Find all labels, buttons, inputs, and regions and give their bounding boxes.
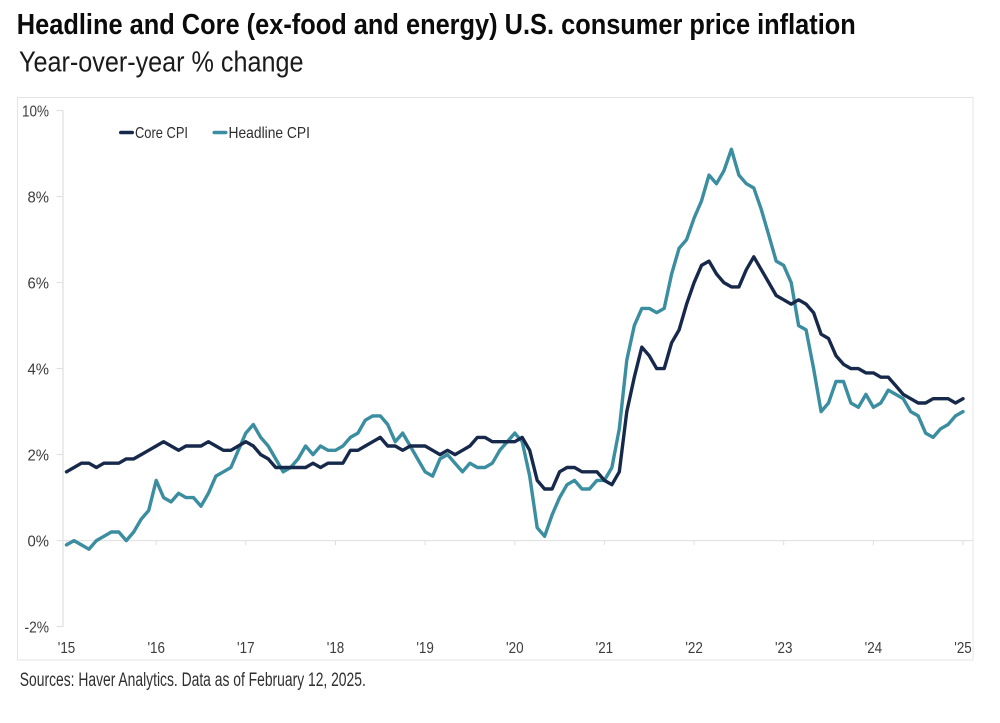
- svg-text:8%: 8%: [28, 190, 50, 207]
- svg-text:Core CPI: Core CPI: [135, 125, 188, 142]
- svg-text:2%: 2%: [28, 448, 50, 465]
- svg-text:Headline and Core (ex-food and: Headline and Core (ex-food and energy) U…: [17, 9, 856, 41]
- svg-text:Sources: Haver Analytics. Data: Sources: Haver Analytics. Data as of Feb…: [20, 670, 366, 691]
- svg-text:'23: '23: [775, 640, 793, 657]
- svg-text:'22: '22: [685, 640, 703, 657]
- svg-text:Year-over-year % change: Year-over-year % change: [19, 47, 304, 79]
- svg-text:10%: 10%: [22, 104, 49, 121]
- svg-text:'24: '24: [865, 640, 883, 657]
- svg-text:-2%: -2%: [25, 620, 50, 637]
- svg-text:0%: 0%: [28, 534, 50, 551]
- svg-text:'16: '16: [147, 640, 165, 657]
- svg-text:'25: '25: [954, 640, 972, 657]
- svg-text:'18: '18: [327, 640, 345, 657]
- svg-text:Headline CPI: Headline CPI: [229, 125, 311, 142]
- svg-text:'19: '19: [416, 640, 434, 657]
- svg-text:'17: '17: [237, 640, 255, 657]
- svg-text:6%: 6%: [28, 276, 50, 293]
- svg-text:'20: '20: [506, 640, 524, 657]
- svg-text:4%: 4%: [28, 362, 50, 379]
- svg-text:'15: '15: [58, 640, 76, 657]
- svg-text:'21: '21: [596, 640, 614, 657]
